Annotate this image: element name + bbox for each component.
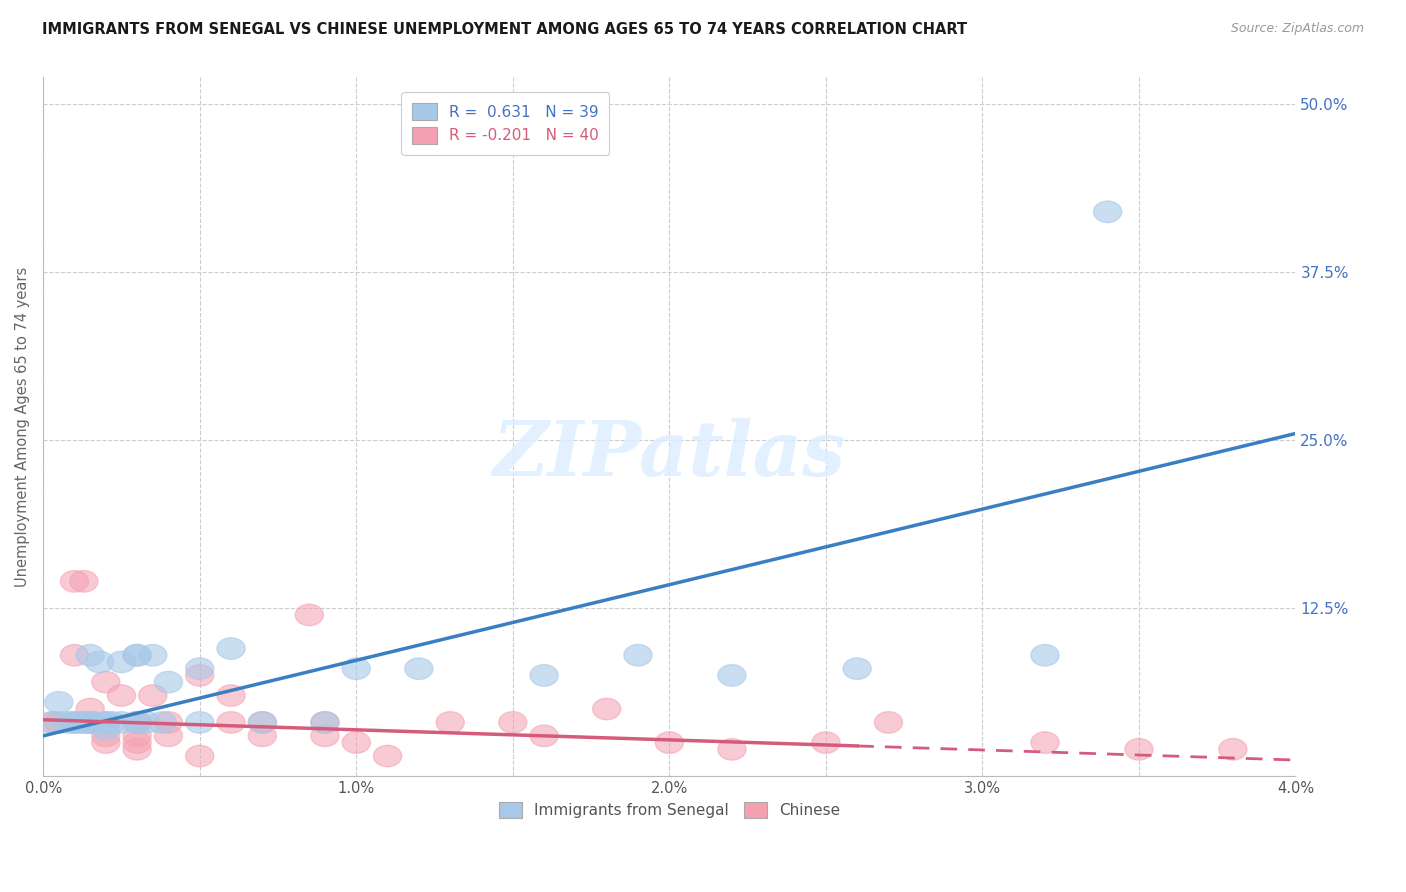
Y-axis label: Unemployment Among Ages 65 to 74 years: Unemployment Among Ages 65 to 74 years (15, 267, 30, 587)
Ellipse shape (73, 712, 101, 733)
Ellipse shape (718, 665, 747, 686)
Text: ZIPatlas: ZIPatlas (492, 417, 846, 491)
Ellipse shape (155, 725, 183, 747)
Ellipse shape (530, 725, 558, 747)
Ellipse shape (436, 712, 464, 733)
Ellipse shape (124, 712, 152, 733)
Ellipse shape (295, 604, 323, 625)
Ellipse shape (91, 731, 120, 754)
Ellipse shape (76, 698, 104, 720)
Ellipse shape (624, 645, 652, 666)
Ellipse shape (107, 651, 135, 673)
Ellipse shape (530, 665, 558, 686)
Ellipse shape (186, 712, 214, 733)
Ellipse shape (124, 725, 152, 747)
Ellipse shape (124, 645, 152, 666)
Ellipse shape (60, 645, 89, 666)
Ellipse shape (107, 712, 135, 733)
Ellipse shape (1031, 645, 1059, 666)
Ellipse shape (38, 712, 66, 733)
Ellipse shape (186, 746, 214, 767)
Ellipse shape (124, 712, 152, 733)
Ellipse shape (499, 712, 527, 733)
Ellipse shape (655, 731, 683, 754)
Ellipse shape (91, 725, 120, 747)
Ellipse shape (60, 712, 89, 733)
Ellipse shape (1094, 201, 1122, 223)
Ellipse shape (91, 672, 120, 693)
Ellipse shape (76, 712, 104, 733)
Ellipse shape (70, 571, 98, 592)
Ellipse shape (70, 712, 98, 733)
Ellipse shape (249, 725, 277, 747)
Text: IMMIGRANTS FROM SENEGAL VS CHINESE UNEMPLOYMENT AMONG AGES 65 TO 74 YEARS CORREL: IMMIGRANTS FROM SENEGAL VS CHINESE UNEMP… (42, 22, 967, 37)
Ellipse shape (155, 672, 183, 693)
Ellipse shape (186, 665, 214, 686)
Ellipse shape (91, 712, 120, 733)
Ellipse shape (132, 712, 160, 733)
Ellipse shape (91, 712, 120, 733)
Ellipse shape (1219, 739, 1247, 760)
Ellipse shape (91, 718, 120, 739)
Ellipse shape (1125, 739, 1153, 760)
Ellipse shape (124, 731, 152, 754)
Ellipse shape (86, 651, 114, 673)
Ellipse shape (374, 746, 402, 767)
Ellipse shape (186, 658, 214, 680)
Ellipse shape (1031, 731, 1059, 754)
Ellipse shape (98, 712, 127, 733)
Legend: Immigrants from Senegal, Chinese: Immigrants from Senegal, Chinese (492, 797, 846, 824)
Ellipse shape (76, 712, 104, 733)
Ellipse shape (718, 739, 747, 760)
Ellipse shape (592, 698, 621, 720)
Ellipse shape (342, 658, 370, 680)
Ellipse shape (217, 712, 245, 733)
Ellipse shape (311, 712, 339, 733)
Ellipse shape (45, 712, 73, 733)
Ellipse shape (875, 712, 903, 733)
Text: Source: ZipAtlas.com: Source: ZipAtlas.com (1230, 22, 1364, 36)
Ellipse shape (217, 685, 245, 706)
Ellipse shape (148, 712, 176, 733)
Ellipse shape (811, 731, 839, 754)
Ellipse shape (38, 712, 66, 733)
Ellipse shape (405, 658, 433, 680)
Ellipse shape (844, 658, 872, 680)
Ellipse shape (249, 712, 277, 733)
Ellipse shape (45, 691, 73, 713)
Ellipse shape (124, 739, 152, 760)
Ellipse shape (249, 712, 277, 733)
Ellipse shape (124, 712, 152, 733)
Ellipse shape (55, 712, 83, 733)
Ellipse shape (60, 712, 89, 733)
Ellipse shape (217, 638, 245, 659)
Ellipse shape (124, 645, 152, 666)
Ellipse shape (66, 712, 94, 733)
Ellipse shape (60, 571, 89, 592)
Ellipse shape (139, 685, 167, 706)
Ellipse shape (342, 731, 370, 754)
Ellipse shape (79, 712, 107, 733)
Ellipse shape (155, 712, 183, 733)
Ellipse shape (311, 712, 339, 733)
Ellipse shape (311, 725, 339, 747)
Ellipse shape (76, 645, 104, 666)
Ellipse shape (107, 685, 135, 706)
Ellipse shape (139, 645, 167, 666)
